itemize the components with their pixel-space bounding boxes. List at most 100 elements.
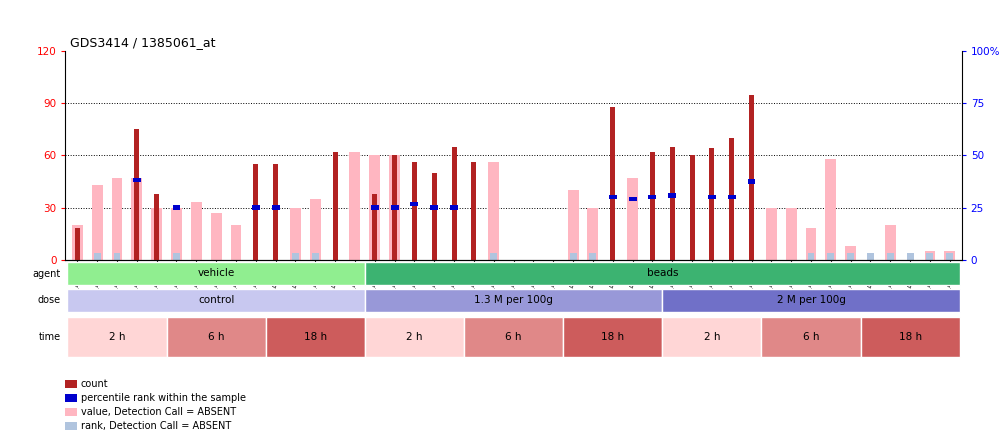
Bar (747, 179, 755, 184)
Bar (312, 254, 319, 260)
FancyBboxPatch shape (761, 317, 861, 357)
Bar (151, 208, 162, 260)
Bar (729, 138, 734, 260)
Text: beads: beads (646, 268, 678, 278)
Bar (589, 254, 596, 260)
Text: 2 h: 2 h (704, 332, 720, 341)
Bar (669, 193, 676, 198)
Bar (371, 206, 379, 210)
Bar (391, 206, 399, 210)
Bar (945, 251, 956, 260)
Bar (94, 254, 101, 260)
Bar (451, 147, 456, 260)
Bar (154, 194, 159, 260)
Bar (131, 178, 142, 260)
FancyBboxPatch shape (166, 317, 266, 357)
Text: 1.3 M per 100g: 1.3 M per 100g (474, 295, 553, 305)
Text: 6 h: 6 h (803, 332, 820, 341)
Bar (785, 208, 797, 260)
Bar (568, 190, 578, 260)
Bar (766, 208, 776, 260)
FancyBboxPatch shape (266, 317, 365, 357)
Bar (749, 95, 754, 260)
Text: vehicle: vehicle (197, 268, 235, 278)
Bar (373, 194, 378, 260)
Bar (370, 155, 381, 260)
Bar (806, 229, 817, 260)
Bar (828, 254, 834, 260)
Bar (172, 206, 180, 210)
FancyBboxPatch shape (663, 317, 761, 357)
Text: 18 h: 18 h (898, 332, 921, 341)
Bar (867, 254, 874, 260)
Bar (690, 155, 695, 260)
FancyBboxPatch shape (365, 262, 960, 285)
Bar (252, 206, 260, 210)
Bar (173, 254, 180, 260)
Bar (887, 254, 894, 260)
Bar (650, 152, 655, 260)
Text: value, Detection Call = ABSENT: value, Detection Call = ABSENT (81, 407, 236, 417)
Bar (926, 254, 933, 260)
Bar (171, 208, 182, 260)
Bar (389, 155, 400, 260)
Bar (628, 197, 636, 201)
Bar (114, 254, 121, 260)
Bar (332, 152, 337, 260)
Bar (947, 254, 954, 260)
Text: 2 M per 100g: 2 M per 100g (776, 295, 846, 305)
Text: 18 h: 18 h (304, 332, 327, 341)
Bar (649, 195, 657, 199)
Text: 6 h: 6 h (207, 332, 225, 341)
Bar (847, 254, 854, 260)
Bar (349, 152, 361, 260)
Bar (411, 202, 418, 206)
Text: percentile rank within the sample: percentile rank within the sample (81, 393, 246, 403)
Bar (728, 195, 736, 199)
Text: agent: agent (32, 269, 60, 278)
Text: control: control (198, 295, 235, 305)
Bar (808, 254, 815, 260)
Bar (570, 254, 577, 260)
Text: 6 h: 6 h (506, 332, 522, 341)
Bar (430, 206, 438, 210)
Text: 2 h: 2 h (109, 332, 125, 341)
Bar (272, 206, 280, 210)
Bar (885, 225, 896, 260)
FancyBboxPatch shape (464, 317, 563, 357)
Bar (906, 254, 913, 260)
Bar (488, 163, 499, 260)
Bar (92, 185, 103, 260)
FancyBboxPatch shape (67, 317, 166, 357)
Bar (709, 148, 714, 260)
FancyBboxPatch shape (365, 289, 663, 312)
Bar (670, 147, 675, 260)
Text: rank, Detection Call = ABSENT: rank, Detection Call = ABSENT (81, 421, 231, 431)
FancyBboxPatch shape (365, 317, 464, 357)
FancyBboxPatch shape (663, 289, 960, 312)
Text: time: time (38, 333, 60, 342)
Bar (924, 251, 936, 260)
Bar (254, 164, 258, 260)
Text: 2 h: 2 h (406, 332, 423, 341)
Text: dose: dose (37, 295, 60, 305)
Bar (134, 129, 139, 260)
Bar (310, 199, 321, 260)
Bar (133, 178, 141, 182)
FancyBboxPatch shape (67, 289, 365, 312)
FancyBboxPatch shape (67, 262, 365, 285)
Bar (231, 225, 242, 260)
Bar (112, 178, 123, 260)
Bar (273, 164, 278, 260)
Bar (471, 163, 476, 260)
Bar (587, 208, 598, 260)
Bar (609, 195, 616, 199)
Text: 18 h: 18 h (601, 332, 624, 341)
FancyBboxPatch shape (861, 317, 960, 357)
Bar (75, 229, 80, 260)
Bar (845, 246, 856, 260)
Bar (450, 206, 458, 210)
Bar (610, 107, 615, 260)
Bar (432, 173, 437, 260)
Bar (71, 225, 83, 260)
